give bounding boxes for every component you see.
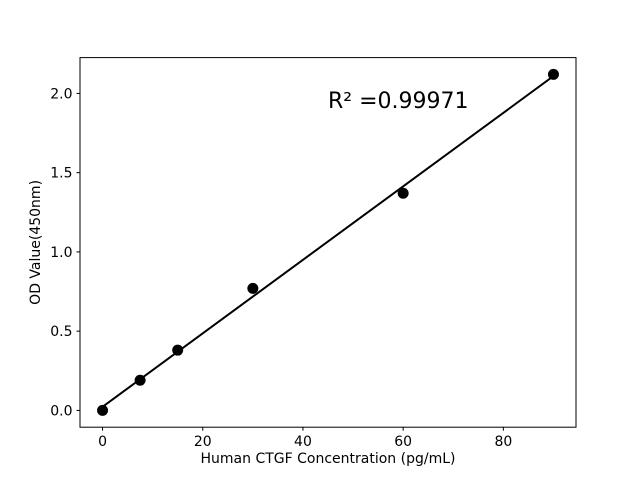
r-squared-annotation: R² =0.99971 <box>328 89 469 114</box>
data-point <box>97 404 109 416</box>
fit-line <box>101 75 555 408</box>
data-point <box>397 187 409 199</box>
data-point <box>172 344 184 356</box>
x-axis-label: Human CTGF Concentration (pg/mL) <box>201 451 456 467</box>
plot-generated-content: 0 20 40 60 80 0.0 0.5 1.0 1.5 2.0 <box>50 68 559 450</box>
x-tick-label: 80 <box>494 434 512 450</box>
y-axis-label: OD Value(450nm) <box>28 180 44 305</box>
y-tick-label: 1.5 <box>50 166 72 182</box>
x-tick-label: 0 <box>98 434 107 450</box>
x-tick-label: 60 <box>394 434 412 450</box>
x-tick-label: 40 <box>294 434 312 450</box>
y-tick-label: 2.0 <box>50 86 72 102</box>
y-tick-label: 1.0 <box>50 245 72 261</box>
y-tick-label: 0.5 <box>50 324 72 340</box>
axes-frame <box>79 57 577 428</box>
data-point <box>547 68 559 80</box>
y-tick-label: 0.0 <box>50 403 72 419</box>
data-point <box>134 374 146 386</box>
x-tick-label: 20 <box>194 434 212 450</box>
data-point <box>247 282 259 294</box>
